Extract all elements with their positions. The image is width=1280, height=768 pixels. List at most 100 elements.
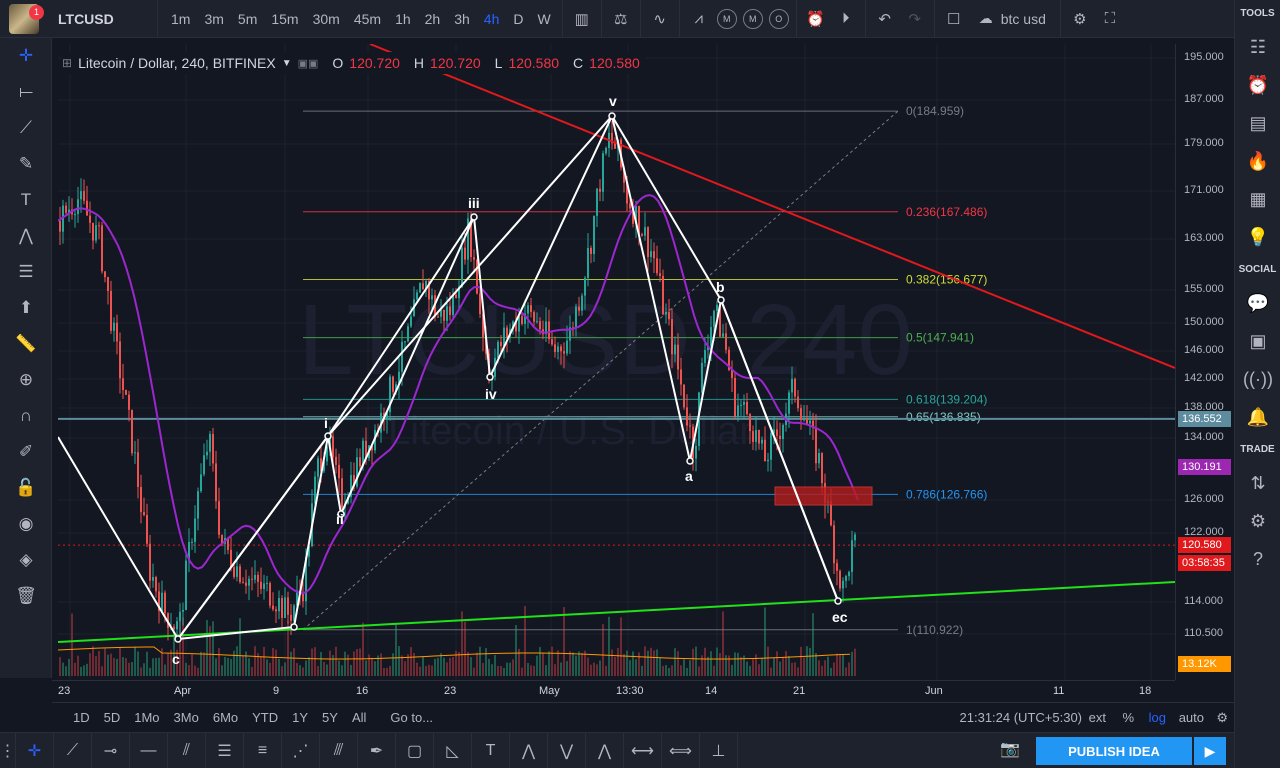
watchlist-icon[interactable]: ☷ — [1249, 36, 1267, 57]
magnet-icon[interactable]: ∩ — [19, 406, 33, 425]
horizontal-line-icon[interactable]: ⟝ — [18, 82, 34, 101]
pitchfork-tool-icon[interactable]: ⫽ — [168, 732, 206, 768]
supply-zone-rect[interactable] — [774, 486, 873, 506]
range-all[interactable]: All — [351, 710, 367, 725]
range-1y[interactable]: 1Y — [292, 710, 309, 725]
interval-4h[interactable]: 4h — [483, 10, 500, 27]
eye-small-icon[interactable]: ▣▣ — [297, 57, 319, 70]
calendar-icon[interactable]: ▦ — [1249, 188, 1267, 209]
interval-2h[interactable]: 2h — [424, 10, 441, 27]
percent-toggle[interactable]: % — [1122, 710, 1134, 725]
ray-tool-icon[interactable]: — — [130, 732, 168, 768]
chat-icon[interactable]: 💬 — [1246, 292, 1270, 313]
interval-3h[interactable]: 3h — [454, 10, 470, 27]
ext-toggle[interactable]: ext — [1088, 710, 1106, 725]
notifications-icon[interactable]: 🔔 — [1246, 406, 1270, 427]
publish-idea-button[interactable]: PUBLISH IDEA — [1036, 737, 1192, 765]
indicator-m2-icon[interactable]: M — [742, 8, 763, 29]
fullscreen-icon[interactable]: ⛶ — [1104, 10, 1116, 27]
trendangle-tool-icon[interactable]: ⫻ — [320, 732, 358, 768]
rect-tool-icon[interactable]: ▢ — [396, 732, 434, 768]
user-avatar[interactable]: 1 — [0, 0, 48, 38]
indicators-icon[interactable]: ∿ — [653, 10, 666, 28]
range-1mo[interactable]: 1Mo — [134, 710, 160, 725]
support-trendline[interactable] — [58, 581, 1175, 643]
ideas-icon[interactable]: 💡 — [1246, 226, 1270, 247]
candles-icon[interactable]: ▥ — [574, 10, 589, 28]
abc-tool-icon[interactable]: ⋀ — [586, 732, 624, 768]
axis-settings-icon[interactable]: ⚙ — [1216, 710, 1228, 725]
price-axis[interactable]: 195.000 187.000 179.000 171.000 163.000 155.0… — [1175, 44, 1234, 680]
settings-icon[interactable]: ⚙ — [1073, 10, 1087, 28]
eye-icon[interactable]: ◉ — [18, 514, 34, 533]
range-ytd[interactable]: YTD — [252, 710, 279, 725]
expand-icon[interactable]: ⊞ — [62, 56, 73, 70]
measure-tool-icon[interactable]: ⊥ — [700, 732, 738, 768]
broker-icon[interactable]: ⚙ — [1249, 510, 1267, 531]
datawindow-icon[interactable]: ▤ — [1249, 112, 1267, 133]
daterange-tool-icon[interactable]: ⟷ — [624, 732, 662, 768]
range-1d[interactable]: 1D — [73, 710, 90, 725]
interval-45m[interactable]: 45m — [353, 10, 382, 27]
brush-tool-icon[interactable]: ✒ — [358, 732, 396, 768]
range-5d[interactable]: 5D — [103, 710, 121, 725]
wave-pivot-dot[interactable] — [324, 432, 332, 440]
layout-icon[interactable]: ☐ — [946, 10, 961, 28]
wave-pivot-dot[interactable] — [834, 597, 842, 605]
price-chart[interactable]: LTCUSD, 240 Litecoin / U.S. Dollar 0(184… — [58, 44, 1175, 680]
unlock-icon[interactable]: 🔓 — [15, 478, 37, 497]
symbol-search[interactable]: LTCUSD — [48, 0, 158, 38]
time-axis[interactable]: 23 Apr 9 16 23 May 13:30 14 21 Jun 11 18 — [52, 680, 1175, 702]
wave-pivot-dot[interactable] — [174, 635, 182, 643]
text-icon[interactable]: T — [20, 190, 32, 209]
redo-icon[interactable]: ↷ — [908, 10, 921, 28]
wave-pivot-dot[interactable] — [470, 213, 478, 221]
wave-pivot-dot[interactable] — [337, 510, 345, 518]
pricerange-tool-icon[interactable]: ⟺ — [662, 732, 700, 768]
undo-icon[interactable]: ↶ — [878, 10, 891, 28]
text-tool-icon[interactable]: T — [472, 732, 510, 768]
triangle-tool-icon[interactable]: ◺ — [434, 732, 472, 768]
interval-1h[interactable]: 1h — [395, 10, 411, 27]
channel-tool-icon[interactable]: ☰ — [206, 732, 244, 768]
wave-pivot-dot[interactable] — [686, 457, 694, 465]
pattern-icon[interactable]: ⋀ — [19, 226, 33, 245]
indicator-m1-icon[interactable]: M — [716, 8, 737, 29]
arrow-up-icon[interactable]: ⬆ — [18, 298, 34, 317]
grip-icon[interactable]: ⋮ — [0, 732, 16, 768]
private-chat-icon[interactable]: ▣ — [1249, 330, 1267, 351]
auto-toggle[interactable]: auto — [1178, 710, 1204, 725]
wave-pivot-dot[interactable] — [486, 373, 494, 381]
fib-icon[interactable]: ☰ — [18, 262, 34, 281]
streams-icon[interactable]: ((·)) — [1243, 368, 1273, 389]
interval-d[interactable]: D — [513, 10, 524, 27]
gann-tool-icon[interactable]: ⋰ — [282, 732, 320, 768]
compare-symbol[interactable]: ☁ btc usd — [969, 0, 1056, 38]
range-3mo[interactable]: 3Mo — [173, 710, 199, 725]
hotlists-icon[interactable]: 🔥 — [1246, 150, 1270, 171]
elliott-wave-line[interactable] — [177, 114, 839, 640]
zoom-icon[interactable]: ⊕ — [18, 370, 34, 389]
help-icon[interactable]: ? — [1252, 548, 1263, 569]
replay-icon[interactable]: ⏵ — [841, 10, 850, 27]
publish-arrow-icon[interactable]: ▶ — [1194, 737, 1226, 765]
dropdown-icon[interactable]: ▼ — [281, 57, 292, 69]
range-6mo[interactable]: 6Mo — [212, 710, 239, 725]
trend-line-icon[interactable]: ⟋ — [20, 118, 32, 137]
trash-icon[interactable]: 🗑 — [15, 586, 37, 605]
resistance-trendline[interactable] — [369, 44, 1175, 369]
alerts-icon[interactable]: ⏰ — [1246, 74, 1270, 95]
interval-1m[interactable]: 1m — [171, 10, 191, 27]
cursor-tool-icon[interactable]: ✛ — [16, 732, 54, 768]
lock-drawing-icon[interactable]: ✐ — [18, 442, 34, 461]
crosshair-icon[interactable]: ✛ — [18, 46, 34, 65]
dom-icon[interactable]: ⇅ — [1250, 472, 1266, 493]
hline-tool-icon[interactable]: ⊸ — [92, 732, 130, 768]
compare-icon[interactable]: ⚖ — [613, 10, 628, 28]
interval-5m[interactable]: 5m — [237, 10, 258, 27]
wave-pivot-dot[interactable] — [608, 112, 616, 120]
wave-pivot-dot[interactable] — [290, 623, 298, 631]
log-toggle[interactable]: log — [1148, 710, 1166, 725]
abcd-tool-icon[interactable]: ⋁ — [548, 732, 586, 768]
interval-w[interactable]: W — [537, 10, 551, 27]
